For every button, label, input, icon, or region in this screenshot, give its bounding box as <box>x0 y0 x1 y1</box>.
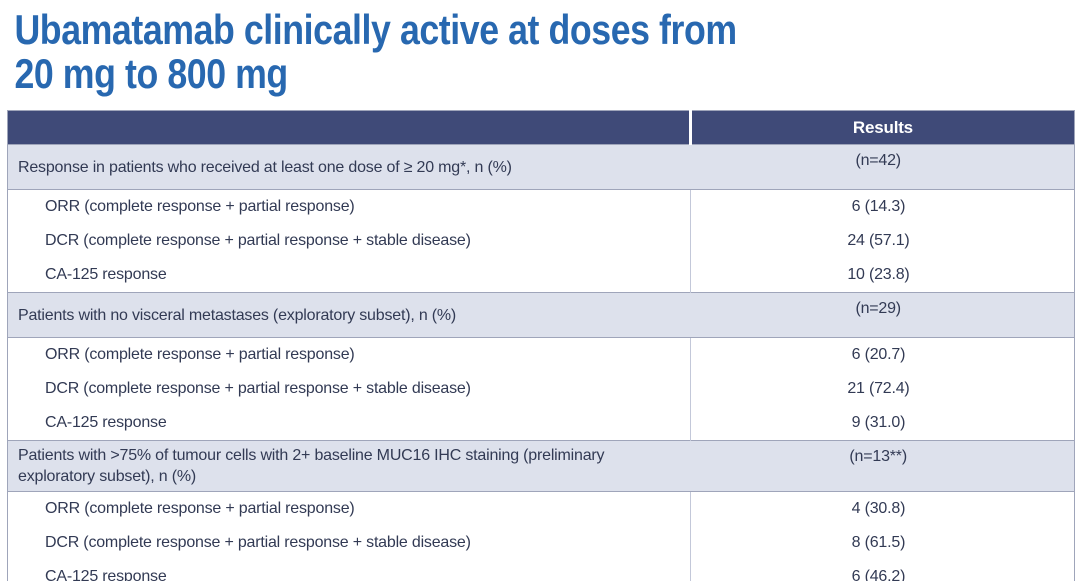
header-empty-cell <box>7 110 691 145</box>
table-body: Response in patients who received at lea… <box>7 144 1075 581</box>
title-line-2: 20 mg to 800 mg <box>14 50 288 97</box>
row-label: DCR (complete response + partial respons… <box>7 224 691 258</box>
row-label: ORR (complete response + partial respons… <box>7 189 691 224</box>
section-label: Patients with no visceral metastases (ex… <box>7 292 691 338</box>
title-line-1: Ubamatamab clinically active at doses fr… <box>14 6 737 53</box>
row-label: DCR (complete response + partial respons… <box>7 372 691 406</box>
row-label: ORR (complete response + partial respons… <box>7 337 691 372</box>
row-label: CA-125 response <box>7 258 691 293</box>
row-value: 6 (14.3) <box>689 189 1075 224</box>
section-n-value: (n=42) <box>690 144 1075 190</box>
table-header: Results <box>7 110 1075 145</box>
section-label: Response in patients who received at lea… <box>7 144 691 190</box>
row-value: 6 (46.2) <box>689 560 1075 581</box>
row-value: 24 (57.1) <box>689 224 1075 258</box>
table-row: CA-125 response 10 (23.8) <box>7 258 1075 293</box>
row-value: 8 (61.5) <box>689 526 1075 560</box>
section-n-value: (n=29) <box>690 292 1075 338</box>
section-header-row-2: Patients with no visceral metastases (ex… <box>7 292 1075 338</box>
row-label: DCR (complete response + partial respons… <box>7 526 691 560</box>
header-results-cell: Results <box>688 110 1075 145</box>
table-row: ORR (complete response + partial respons… <box>7 491 1075 526</box>
row-value: 10 (23.8) <box>689 258 1075 293</box>
table-row: DCR (complete response + partial respons… <box>7 526 1075 560</box>
row-label: CA-125 response <box>7 560 691 581</box>
table-row: ORR (complete response + partial respons… <box>7 337 1075 372</box>
section-header-row-1: Response in patients who received at lea… <box>7 144 1075 190</box>
row-value: 21 (72.4) <box>689 372 1075 406</box>
section-label: Patients with >75% of tumour cells with … <box>7 440 691 492</box>
table-row: CA-125 response 6 (46.2) <box>7 560 1075 581</box>
table-row: DCR (complete response + partial respons… <box>7 224 1075 258</box>
row-value: 6 (20.7) <box>689 337 1075 372</box>
row-value: 4 (30.8) <box>689 491 1075 526</box>
table-row: CA-125 response 9 (31.0) <box>7 406 1075 441</box>
results-table: Results Response in patients who receive… <box>7 110 1075 581</box>
row-label: ORR (complete response + partial respons… <box>7 491 691 526</box>
row-label: CA-125 response <box>7 406 691 441</box>
table-row: DCR (complete response + partial respons… <box>7 372 1075 406</box>
section-n-value: (n=13**) <box>690 440 1075 492</box>
table-row: ORR (complete response + partial respons… <box>7 189 1075 224</box>
section-header-row-3: Patients with >75% of tumour cells with … <box>7 440 1075 492</box>
table-header-row: Results <box>7 110 1075 145</box>
row-value: 9 (31.0) <box>689 406 1075 441</box>
page-title: Ubamatamab clinically active at doses fr… <box>0 0 918 96</box>
